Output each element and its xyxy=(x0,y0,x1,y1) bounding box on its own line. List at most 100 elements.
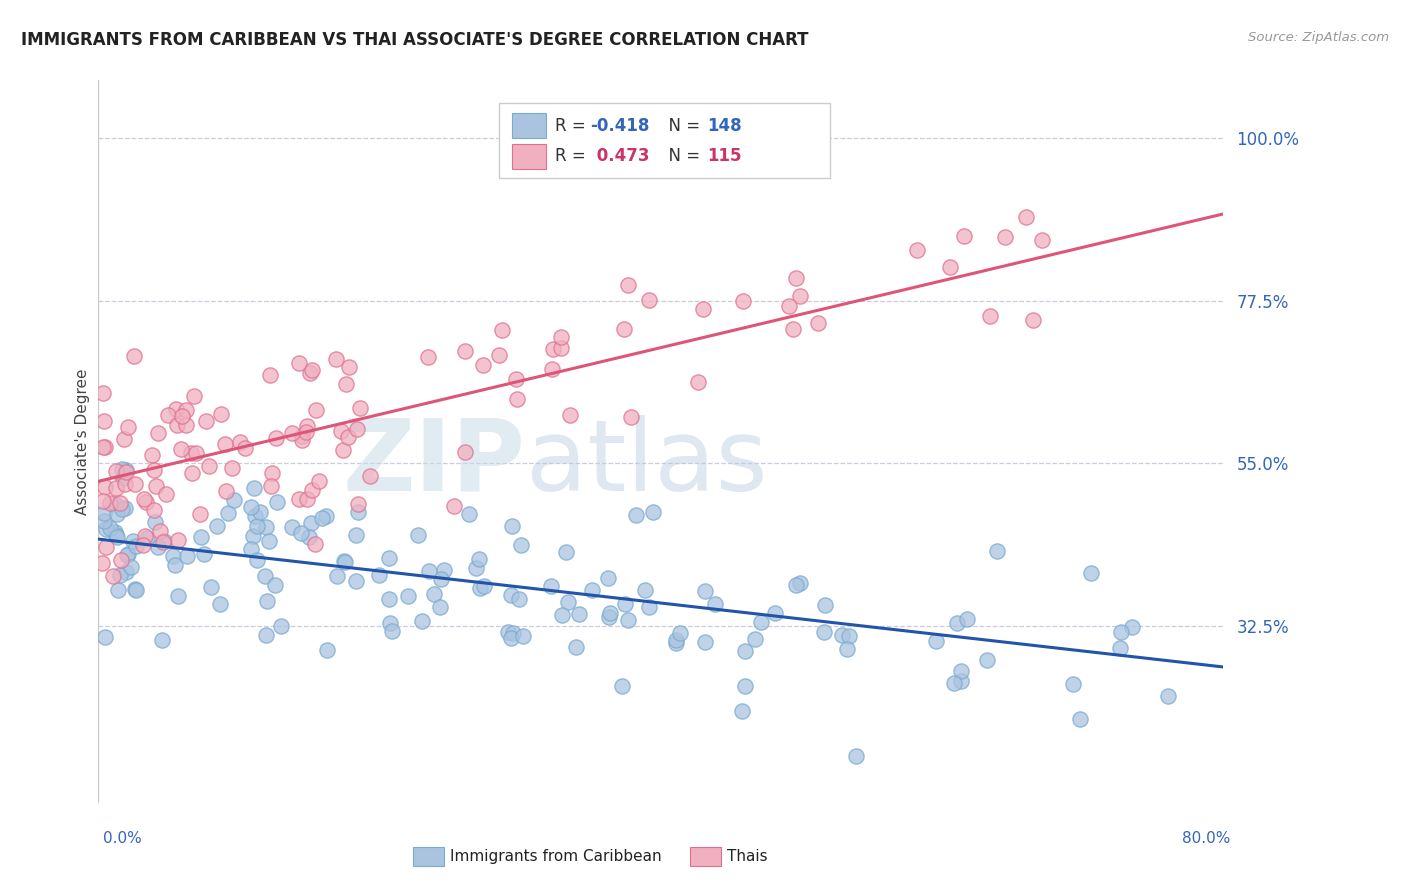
Point xyxy=(94,441,117,455)
Point xyxy=(246,519,269,533)
Point xyxy=(785,578,807,592)
Point xyxy=(939,260,962,274)
Point xyxy=(599,606,621,620)
Point xyxy=(270,619,292,633)
Point xyxy=(665,636,688,650)
Point xyxy=(141,448,163,462)
Point xyxy=(115,463,138,477)
Point xyxy=(838,629,860,643)
Point xyxy=(165,402,187,417)
Point xyxy=(105,530,128,544)
Point xyxy=(264,578,287,592)
Point xyxy=(665,633,688,648)
Text: 0.0%: 0.0% xyxy=(103,831,142,846)
Point xyxy=(505,372,527,386)
Point xyxy=(335,376,357,391)
Point xyxy=(612,680,634,694)
Point xyxy=(249,505,271,519)
Point xyxy=(170,409,193,423)
Point xyxy=(337,360,360,375)
Point xyxy=(835,641,858,656)
Point xyxy=(143,503,166,517)
Point xyxy=(243,481,266,495)
Point xyxy=(217,506,239,520)
Point xyxy=(613,597,636,611)
Point xyxy=(134,529,156,543)
Point xyxy=(291,433,314,447)
Point xyxy=(96,540,118,554)
Text: 80.0%: 80.0% xyxy=(1182,831,1230,846)
Point xyxy=(166,589,188,603)
Point xyxy=(301,483,323,497)
Point xyxy=(617,613,640,627)
Text: R =: R = xyxy=(555,147,592,165)
Point xyxy=(115,565,138,579)
Point xyxy=(93,507,115,521)
Point xyxy=(668,625,690,640)
Point xyxy=(111,462,134,476)
Point xyxy=(979,309,1001,323)
Point xyxy=(105,481,128,495)
Point xyxy=(330,425,353,439)
Point xyxy=(240,500,263,514)
Point xyxy=(616,278,638,293)
Point xyxy=(411,614,433,628)
Point xyxy=(94,480,117,494)
Point xyxy=(763,607,786,621)
Text: Thais: Thais xyxy=(727,849,768,863)
Point xyxy=(145,515,167,529)
Point xyxy=(346,528,368,542)
Point xyxy=(468,581,491,595)
Point xyxy=(170,442,193,457)
Point xyxy=(346,498,368,512)
Point xyxy=(359,469,381,483)
Point xyxy=(418,564,440,578)
Point xyxy=(239,541,262,556)
Text: Source: ZipAtlas.com: Source: ZipAtlas.com xyxy=(1249,31,1389,45)
Point xyxy=(333,555,356,569)
Point xyxy=(540,361,562,376)
Text: Immigrants from Caribbean: Immigrants from Caribbean xyxy=(450,849,662,863)
Point xyxy=(288,356,311,370)
Point xyxy=(789,289,811,303)
Point xyxy=(149,524,172,538)
Point xyxy=(105,528,128,542)
Point xyxy=(1022,312,1045,326)
Text: atlas: atlas xyxy=(526,415,768,512)
Point xyxy=(107,582,129,597)
Point xyxy=(554,545,576,559)
Point xyxy=(299,366,322,380)
Text: N =: N = xyxy=(658,117,706,135)
Point xyxy=(508,592,530,607)
Point xyxy=(1069,712,1091,726)
Point xyxy=(111,471,134,485)
Point xyxy=(692,302,714,317)
Point xyxy=(332,443,354,458)
Point xyxy=(124,582,146,596)
Point xyxy=(778,299,800,313)
Point xyxy=(688,376,710,390)
Point xyxy=(254,519,277,533)
Point xyxy=(155,487,177,501)
Point xyxy=(1080,566,1102,580)
Point xyxy=(103,568,125,582)
Text: 115: 115 xyxy=(707,147,742,165)
Point xyxy=(813,599,835,613)
Point xyxy=(1031,233,1053,247)
Point xyxy=(496,625,519,640)
Point xyxy=(122,533,145,548)
Point xyxy=(98,521,121,535)
Point xyxy=(114,465,136,479)
Point xyxy=(325,352,347,367)
Point xyxy=(380,624,402,639)
Point xyxy=(117,547,139,561)
Point xyxy=(304,537,326,551)
Point xyxy=(180,467,202,481)
Point xyxy=(332,554,354,568)
Point xyxy=(336,430,359,444)
Point xyxy=(114,477,136,491)
Point xyxy=(346,421,368,435)
Point xyxy=(731,293,754,308)
Point xyxy=(165,558,187,572)
Point xyxy=(91,386,114,401)
